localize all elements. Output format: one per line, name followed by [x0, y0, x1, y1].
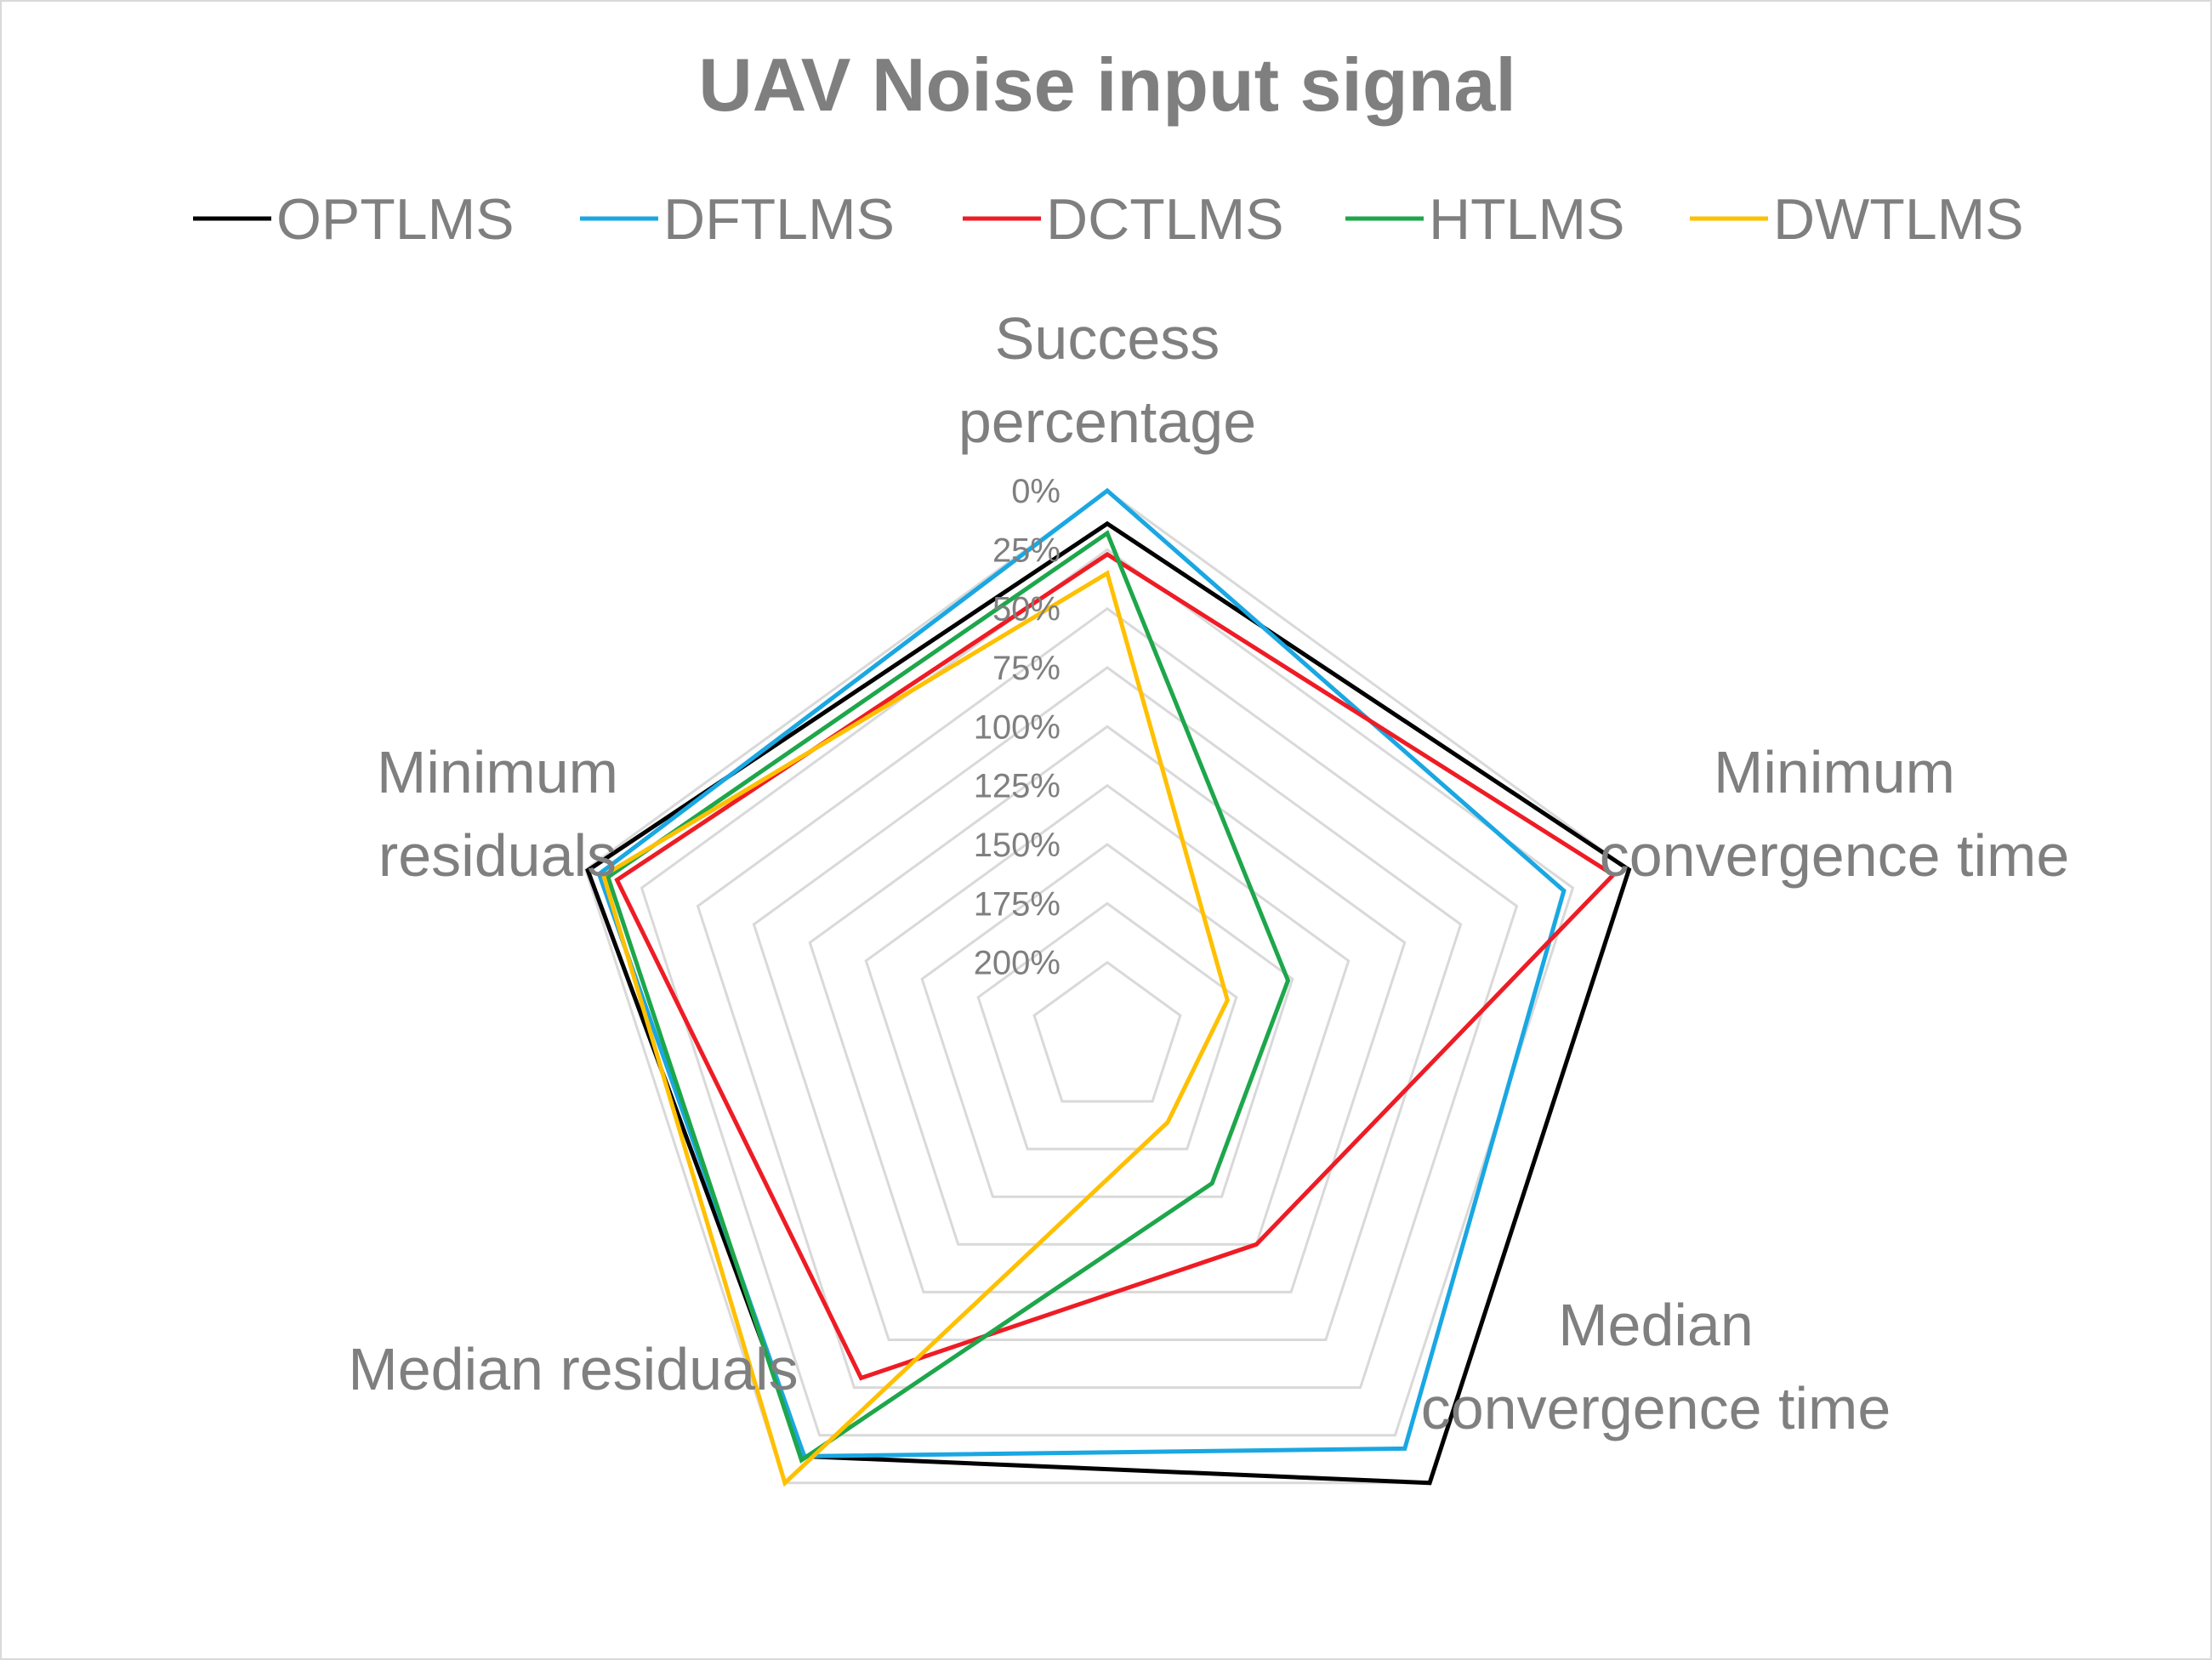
axis-label-4: Minimum residuals — [377, 739, 618, 889]
tick-label: 200% — [974, 945, 1061, 982]
grid-ring-2 — [696, 606, 1519, 1390]
axis-label-0: Success percentage — [958, 305, 1256, 455]
series-line-optlms — [585, 520, 1632, 1486]
legend-label: DFTLMS — [663, 187, 895, 252]
axis-labels: Success percentage Minimum convergence time… — [348, 305, 2069, 1441]
series-line-dctlms — [614, 551, 1617, 1381]
tick-label: 0% — [1011, 473, 1061, 510]
grid-ring-5 — [864, 783, 1351, 1246]
grid-ring-4 — [808, 725, 1407, 1293]
axis-label-3: Median residuals — [348, 1336, 798, 1402]
legend-item-dwtlms: DWTLMS — [1690, 187, 2024, 252]
tick-label: 75% — [992, 650, 1061, 687]
legend: OPTLMS DFTLMS DCTLMS HTLMS DWTLMS — [193, 187, 2024, 252]
grid-ring-1 — [640, 548, 1575, 1437]
tick-label: 50% — [992, 591, 1061, 628]
grid-ring-8 — [1032, 960, 1182, 1103]
legend-label: HTLMS — [1429, 187, 1624, 252]
tick-label: 125% — [974, 768, 1061, 805]
tick-label: 25% — [992, 532, 1061, 569]
tick-label: 100% — [974, 708, 1061, 746]
radial-tick-labels: 0% 25% 50% 75% 100% 125% 150% 175% 200% — [974, 473, 1061, 982]
axis-label-2: Median convergence time — [1421, 1292, 1891, 1441]
series-line-htlms — [605, 530, 1291, 1464]
series-group — [585, 487, 1632, 1487]
chart-title: UAV Noise input signal — [698, 43, 1516, 127]
series-line-dwtlms — [600, 570, 1230, 1487]
axis-label-1: Minimum convergence time — [1600, 739, 2070, 889]
legend-item-htlms: HTLMS — [1345, 187, 1624, 252]
grid-ring-3 — [752, 666, 1463, 1341]
grid-ring-0 — [583, 489, 1631, 1485]
grid-ring-7 — [976, 901, 1238, 1151]
legend-item-dctlms: DCTLMS — [963, 187, 1284, 252]
legend-item-dftlms: DFTLMS — [580, 187, 895, 252]
legend-label: DCTLMS — [1046, 187, 1284, 252]
tick-label: 175% — [974, 885, 1061, 923]
legend-item-optlms: OPTLMS — [193, 187, 515, 252]
legend-label: OPTLMS — [276, 187, 515, 252]
legend-label: DWTLMS — [1773, 187, 2024, 252]
tick-label: 150% — [974, 827, 1061, 864]
grid-ring-6 — [920, 843, 1294, 1198]
series-line-dftlms — [596, 487, 1567, 1458]
